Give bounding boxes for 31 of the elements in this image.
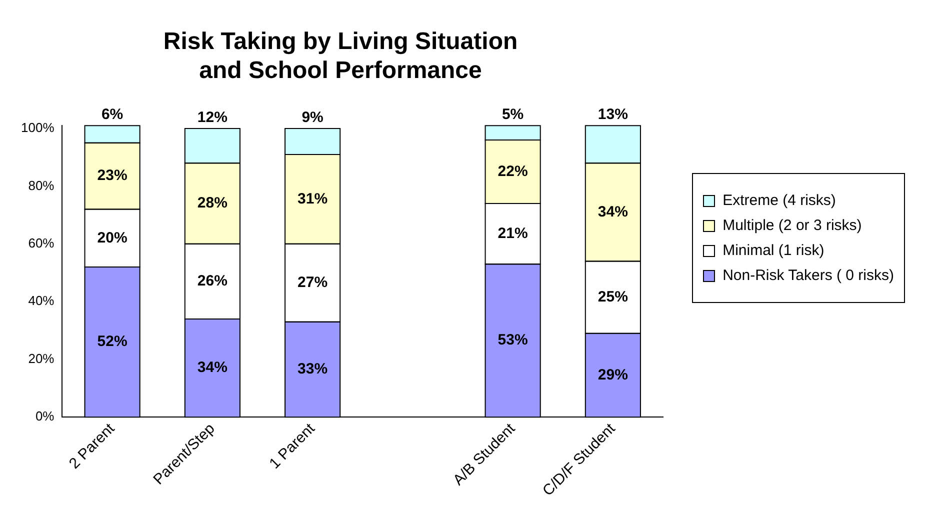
y-tick-label: 100%	[21, 120, 55, 136]
data-label: 12%	[197, 109, 228, 126]
legend-label: Multiple (2 or 3 risks)	[722, 217, 862, 234]
data-label: 25%	[598, 288, 628, 306]
chart-title: Risk Taking by Living Situation and School Performance	[163, 28, 518, 84]
data-label: 52%	[97, 333, 128, 350]
legend-label: Extreme (4 risks)	[722, 192, 836, 209]
data-label: 34%	[598, 203, 628, 220]
data-label: 53%	[498, 332, 528, 349]
data-label: 26%	[197, 272, 228, 290]
data-label: 28%	[197, 194, 228, 212]
y-tick-label: 20%	[28, 350, 55, 366]
data-label: 33%	[298, 360, 328, 378]
data-label: 21%	[498, 224, 528, 242]
data-label: 31%	[298, 190, 328, 208]
data-label: 22%	[498, 162, 528, 180]
data-label: 13%	[598, 106, 628, 124]
y-tick-label: 40%	[28, 293, 55, 308]
data-label: 6%	[101, 106, 124, 124]
y-tick-label: 60%	[28, 235, 55, 250]
data-label: 5%	[502, 106, 524, 124]
data-label: 9%	[302, 109, 324, 126]
data-label: 23%	[97, 167, 128, 184]
y-tick-label: 80%	[28, 178, 55, 193]
data-label: 20%	[97, 229, 128, 246]
data-label: 29%	[598, 366, 628, 384]
data-label: 34%	[197, 359, 228, 376]
data-label: 27%	[298, 274, 328, 292]
y-tick-label: 0%	[35, 408, 55, 424]
legend-label: Non-Risk Takers ( 0 risks)	[722, 267, 894, 284]
text: Minimal (1 risk)	[722, 242, 824, 259]
